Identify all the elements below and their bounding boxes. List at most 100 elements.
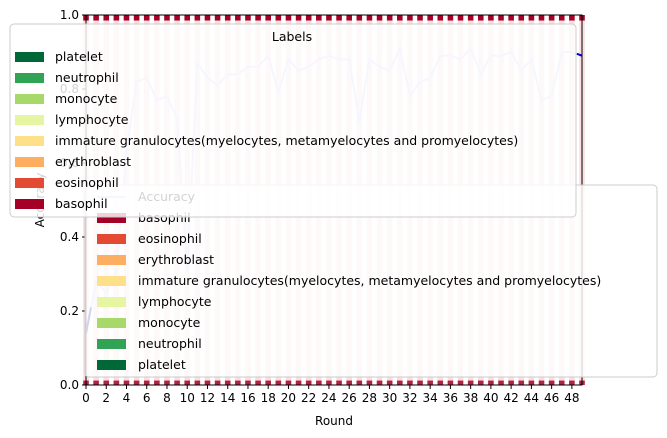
bar-cap bbox=[366, 15, 373, 21]
bar-cap bbox=[214, 15, 221, 21]
legend-lower-label: eosinophil bbox=[138, 231, 202, 246]
y-tick-label: 0.4 bbox=[60, 230, 79, 244]
bar-base bbox=[356, 380, 363, 385]
legend-upper-box bbox=[9, 23, 577, 218]
bar-cap bbox=[447, 15, 454, 21]
bar-cap bbox=[305, 15, 312, 21]
bar-cap bbox=[235, 15, 241, 21]
accuracy-line-end bbox=[576, 52, 583, 57]
legend-upper-label: platelet bbox=[55, 49, 103, 64]
legend-title: Labels bbox=[272, 29, 312, 44]
bar-cap bbox=[164, 15, 170, 21]
x-tick-label: 48 bbox=[564, 391, 579, 405]
bar-base bbox=[154, 380, 160, 385]
bar-cap bbox=[477, 15, 484, 21]
bar-cap bbox=[538, 15, 545, 21]
bar-base bbox=[437, 380, 444, 385]
x-tick-label: 44 bbox=[524, 391, 539, 405]
x-tick-label: 40 bbox=[483, 391, 498, 405]
legend-upper-label: neutrophil bbox=[55, 70, 119, 85]
bar-base bbox=[295, 380, 302, 385]
bar-base bbox=[518, 380, 525, 385]
bar-cap bbox=[437, 15, 444, 21]
legend-lower-label: neutrophil bbox=[138, 336, 202, 351]
bar-base bbox=[204, 380, 211, 385]
bar-base bbox=[366, 380, 373, 385]
legend-swatch bbox=[97, 339, 126, 349]
bar-base bbox=[528, 380, 535, 385]
bar-base bbox=[235, 380, 241, 385]
bar-cap bbox=[265, 15, 271, 21]
bar-cap bbox=[133, 15, 140, 21]
x-tick-label: 16 bbox=[240, 391, 255, 405]
bar-cap bbox=[386, 15, 393, 21]
bar-base bbox=[336, 380, 342, 385]
bar-base bbox=[113, 380, 120, 385]
bar-cap bbox=[295, 15, 302, 21]
bar-cap bbox=[103, 15, 110, 21]
legend-swatch bbox=[97, 360, 126, 370]
legend-swatch bbox=[97, 234, 126, 244]
legend-upper: Labels platelet neutrophil monocyte lymphoc… bbox=[9, 23, 577, 218]
legend-swatch bbox=[97, 255, 126, 265]
bar-base bbox=[123, 380, 130, 385]
bar-cap bbox=[326, 15, 332, 21]
bar-cap bbox=[488, 15, 494, 21]
bar-cap bbox=[518, 15, 525, 21]
bar-base bbox=[508, 380, 514, 385]
legend-lower-label: platelet bbox=[138, 357, 186, 372]
bar-cap bbox=[417, 15, 423, 21]
legend-lower-label: monocyte bbox=[138, 315, 201, 330]
bar-base bbox=[305, 380, 312, 385]
bar-cap bbox=[154, 15, 160, 21]
bar-cap bbox=[356, 15, 363, 21]
bar-base bbox=[386, 380, 393, 385]
legend-swatch bbox=[15, 157, 44, 167]
bar-cap bbox=[143, 15, 150, 21]
x-tick-label: 4 bbox=[123, 391, 131, 405]
bar-base bbox=[184, 380, 191, 385]
x-tick-label: 20 bbox=[281, 391, 296, 405]
bar-cap bbox=[224, 15, 231, 21]
bar-cap bbox=[498, 15, 504, 21]
bar-base bbox=[346, 380, 352, 385]
bar-base bbox=[316, 380, 322, 385]
bar-base bbox=[265, 380, 271, 385]
bar-cap bbox=[113, 15, 120, 21]
x-tick-label: 12 bbox=[200, 391, 215, 405]
x-tick-label: 18 bbox=[261, 391, 276, 405]
bar-base bbox=[174, 380, 180, 385]
bar-cap bbox=[194, 15, 201, 21]
x-tick-label: 38 bbox=[463, 391, 478, 405]
legend-upper-label: eosinophil bbox=[55, 175, 119, 190]
bar-base bbox=[133, 380, 140, 385]
bar-cap bbox=[569, 15, 575, 21]
legend-swatch bbox=[15, 115, 44, 125]
legend-lower-label: immature granulocytes(myelocytes, metamy… bbox=[138, 273, 601, 288]
legend-swatch bbox=[15, 136, 44, 146]
legend-upper-label: erythroblast bbox=[55, 154, 131, 169]
bar-cap bbox=[123, 15, 130, 21]
bar-base bbox=[488, 380, 494, 385]
bar-base bbox=[558, 380, 565, 385]
bar-base bbox=[407, 380, 413, 385]
bar-cap bbox=[204, 15, 211, 21]
x-tick-label: 28 bbox=[362, 391, 377, 405]
y-tick-label: 0.2 bbox=[60, 304, 79, 318]
legend-swatch bbox=[97, 297, 126, 307]
bar-base bbox=[447, 380, 454, 385]
bar-base bbox=[498, 380, 504, 385]
bar-cap bbox=[397, 15, 403, 21]
legend-upper-label: immature granulocytes(myelocytes, metamy… bbox=[55, 133, 518, 148]
bar-cap bbox=[184, 15, 191, 21]
bar-cap bbox=[457, 15, 464, 21]
bar-base bbox=[397, 380, 403, 385]
bar-cap bbox=[528, 15, 535, 21]
legend-upper-label: lymphocyte bbox=[55, 112, 129, 127]
bar-base bbox=[376, 380, 383, 385]
bar-base bbox=[255, 380, 261, 385]
bar-cap bbox=[316, 15, 322, 21]
x-tick-label: 10 bbox=[180, 391, 195, 405]
x-tick-label: 6 bbox=[143, 391, 151, 405]
